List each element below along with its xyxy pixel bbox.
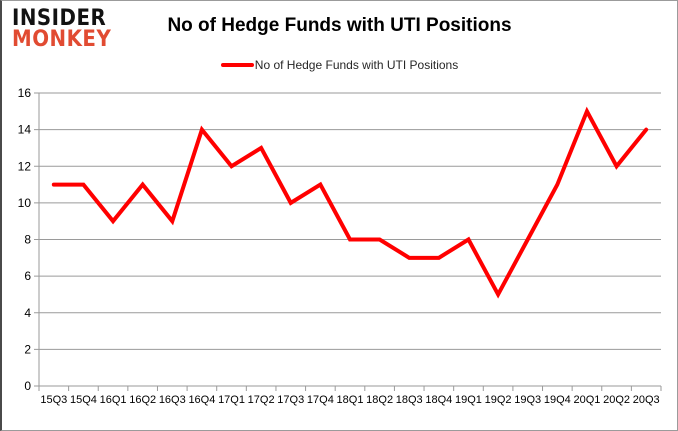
y-tick-label: 14	[18, 123, 32, 137]
x-tick-label: 16Q3	[159, 394, 186, 406]
series-line	[51, 106, 649, 299]
x-tick-label: 19Q1	[455, 394, 482, 406]
logo-line-monkey: MONKEY	[12, 26, 112, 52]
x-tick-label: 19Q4	[544, 394, 571, 406]
y-tick-label: 6	[24, 269, 31, 283]
x-tick-label: 19Q2	[485, 394, 512, 406]
x-tick-label: 20Q1	[573, 394, 600, 406]
x-tick-label: 20Q2	[603, 394, 630, 406]
y-tick-label: 0	[24, 379, 31, 393]
legend-label: No of Hedge Funds with UTI Positions	[254, 58, 459, 72]
y-tick-label: 16	[18, 86, 32, 100]
x-tick-label: 16Q4	[188, 394, 215, 406]
legend-line-swatch-icon	[220, 63, 254, 67]
x-tick-label: 17Q2	[248, 394, 275, 406]
x-tick-label: 20Q3	[633, 394, 660, 406]
y-tick-label: 8	[24, 233, 31, 247]
x-tick-label: 16Q1	[100, 394, 127, 406]
y-tick-label: 2	[24, 342, 31, 356]
logo-line-insider: INSIDER	[12, 6, 107, 31]
x-tick-label: 15Q3	[40, 394, 67, 406]
x-tick-label: 15Q4	[70, 394, 97, 406]
x-tick-label: 18Q2	[366, 394, 393, 406]
x-tick-label: 16Q2	[129, 394, 156, 406]
x-tick-label: 17Q4	[307, 394, 334, 406]
chart-title: No of Hedge Funds with UTI Positions	[167, 15, 512, 36]
x-tick-label: 18Q3	[396, 394, 423, 406]
chart-legend: No of Hedge Funds with UTI Positions	[2, 58, 677, 72]
x-tick-label: 17Q3	[277, 394, 304, 406]
y-tick-label: 10	[18, 196, 32, 210]
insider-monkey-logo: INSIDER MONKEY	[12, 6, 112, 52]
x-tick-label: 18Q1	[337, 394, 364, 406]
x-tick-label: 18Q4	[425, 394, 452, 406]
x-tick-label: 19Q3	[514, 394, 541, 406]
x-tick-label: 17Q1	[218, 394, 245, 406]
y-tick-label: 4	[24, 306, 31, 320]
y-tick-label: 12	[18, 159, 32, 173]
